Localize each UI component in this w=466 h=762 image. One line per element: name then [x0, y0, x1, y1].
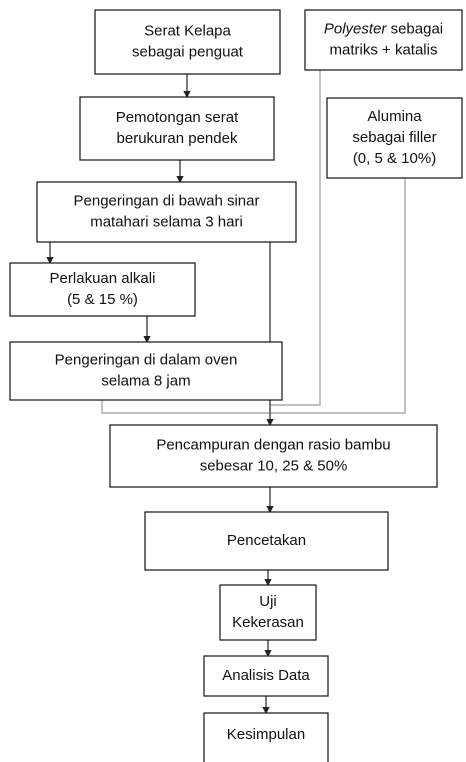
node: Uji Kekerasan — [219, 584, 317, 641]
connector — [101, 178, 406, 414]
node-label: (0, 5 & 10%) — [353, 150, 436, 167]
node-label: Pemotongan serat — [116, 109, 239, 126]
node-box — [109, 424, 438, 488]
node-label: Analisis Data — [222, 667, 310, 684]
node-label: Pencampuran dengan rasio bambu — [156, 436, 390, 453]
node-label: selama 8 jam — [101, 372, 190, 389]
node-box — [219, 584, 317, 641]
node: Analisis Data — [203, 655, 329, 697]
node-label: Pengeringan di bawah sinar — [74, 192, 260, 209]
node-box — [304, 9, 463, 71]
node-label: Polyester sebagai — [324, 20, 443, 37]
node-box — [203, 655, 329, 697]
node-label: Kesimpulan — [227, 726, 305, 743]
node-label: Serat Kelapa — [144, 22, 231, 39]
node-label: Perlakuan alkali — [50, 270, 156, 287]
node-label: sebagai penguat — [132, 43, 244, 60]
node: Alumina sebagai filler (0, 5 & 10%) — [326, 97, 463, 179]
connector — [270, 70, 321, 406]
node: Pengeringan di bawah sinar matahari selam… — [36, 181, 297, 243]
node: Perlakuan alkali (5 & 15 %) — [9, 262, 196, 317]
node: Polyester sebagai matriks + katalis — [304, 9, 463, 71]
node-box — [9, 262, 196, 317]
node-label: (5 & 15 %) — [67, 291, 138, 308]
node-box — [79, 96, 275, 161]
node-box — [36, 181, 297, 243]
node-label: matriks + katalis — [330, 41, 438, 58]
node-label: Kekerasan — [232, 614, 304, 631]
connectors — [46, 70, 406, 715]
node-label: Uji — [259, 593, 277, 610]
node-label: sebagai filler — [352, 129, 436, 146]
node: Pencampuran dengan rasio bambu sebesar 10… — [109, 424, 438, 488]
node-label: Pencetakan — [227, 532, 306, 549]
node-label: berukuran pendek — [117, 130, 238, 147]
node: Pengeringan di dalam oven selama 8 jam — [9, 341, 283, 401]
node-label: matahari selama 3 hari — [90, 213, 243, 230]
italic-text: Polyester — [324, 20, 388, 37]
node-box — [94, 9, 281, 75]
node-label: Alumina — [367, 108, 422, 125]
node-box — [203, 712, 329, 762]
node: Kesimpulan — [203, 712, 329, 762]
node: Serat Kelapa sebagai penguat — [94, 9, 281, 75]
node: Pencetakan — [144, 511, 389, 571]
label-text: sebagai — [386, 20, 443, 37]
node-label: sebesar 10, 25 & 50% — [200, 457, 348, 474]
node-box — [9, 341, 283, 401]
node-box — [326, 97, 463, 179]
node-box — [144, 511, 389, 571]
node-label: Pengeringan di dalam oven — [55, 351, 238, 368]
node: Pemotongan serat berukuran pendek — [79, 96, 275, 161]
